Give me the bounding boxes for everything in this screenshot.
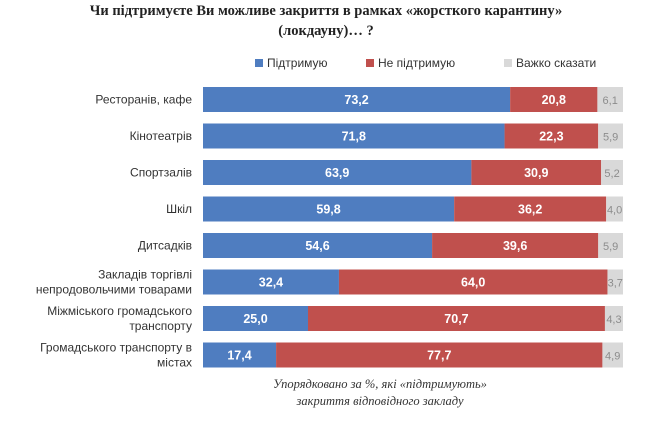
bar-oppose <box>432 233 599 258</box>
chart-footnote-line-2: закриття відповідного закладу <box>296 394 464 408</box>
bar-oppose <box>308 306 605 331</box>
bar-hard-to-say <box>601 160 623 185</box>
data-label-support: 25,0 <box>243 312 267 326</box>
data-label-hard-to-say: 4,3 <box>606 314 621 326</box>
data-label-hard-to-say: 4,9 <box>605 351 620 363</box>
bar-support <box>203 196 455 222</box>
chart-title-line-1: Чи підтримуєте Ви можливе закриття в рам… <box>89 3 563 19</box>
bar-support <box>203 87 511 112</box>
bar-hard-to-say <box>598 233 623 258</box>
data-label-oppose: 64,0 <box>461 276 485 290</box>
category-label: містах <box>157 356 192 370</box>
data-label-hard-to-say: 5,9 <box>603 241 618 253</box>
category-label: Громадського транспорту в <box>40 341 192 355</box>
category-label: Міжміського громадського <box>47 304 192 318</box>
legend-label-support: Підтримую <box>267 56 328 70</box>
data-label-oppose: 36,2 <box>518 203 542 217</box>
bar-support <box>203 160 472 185</box>
bar-oppose <box>504 123 599 149</box>
legend-item-oppose: Не підтримую <box>366 56 455 70</box>
data-label-oppose: 70,7 <box>444 312 468 326</box>
bar-support <box>203 306 308 331</box>
chart-legend: Підтримую Не підтримую Важко сказати <box>0 56 652 72</box>
data-label-support: 54,6 <box>305 239 329 253</box>
category-label: Ресторанів, кафе <box>95 93 192 107</box>
category-label: Дитсадків <box>138 239 192 253</box>
data-label-hard-to-say: 6,1 <box>603 95 618 107</box>
data-label-hard-to-say: 3,7 <box>608 278 623 290</box>
stacked-bar-chart: Ресторанів, кафе 73,2 20,8 6,1 Кінотеатрів 71… <box>36 87 623 370</box>
bar-hard-to-say <box>602 342 623 368</box>
data-label-support: 71,8 <box>342 130 366 144</box>
chart-title: Чи підтримуєте Ви можливе закриття в рам… <box>0 1 652 41</box>
category-label: Закладів торгівлі <box>98 268 192 282</box>
bar-oppose <box>471 160 602 185</box>
data-label-oppose: 22,3 <box>539 130 563 144</box>
legend-swatch-oppose <box>366 59 374 67</box>
category-label: Кінотеатрів <box>130 129 192 143</box>
legend-label-hard-to-say: Важко сказати <box>516 56 597 70</box>
bar-hard-to-say <box>607 269 623 295</box>
bar-support <box>203 342 277 368</box>
data-label-support: 32,4 <box>259 276 283 290</box>
bar-hard-to-say <box>597 87 623 112</box>
chart-footnote-line-1: Упорядковано за %, які «підтримують» <box>273 377 487 391</box>
data-label-support: 17,4 <box>227 349 251 363</box>
bar-support <box>203 123 505 149</box>
bar-oppose <box>276 342 603 368</box>
bar-hard-to-say <box>606 196 623 222</box>
legend-swatch-support <box>255 59 263 67</box>
chart-footnote: Упорядковано за %, які «підтримують» зак… <box>250 376 510 410</box>
data-label-support: 73,2 <box>344 93 368 107</box>
bar-support <box>203 233 433 258</box>
bar-support <box>203 269 339 295</box>
bar-hard-to-say <box>604 306 623 331</box>
data-label-support: 59,8 <box>316 203 340 217</box>
bar-oppose <box>510 87 598 112</box>
data-label-hard-to-say: 5,9 <box>603 132 618 144</box>
category-label: непродовольчими товарами <box>36 283 192 297</box>
legend-item-support: Підтримую <box>255 56 328 70</box>
bar-oppose <box>454 196 607 222</box>
data-label-oppose: 20,8 <box>542 93 566 107</box>
legend-item-hard-to-say: Важко сказати <box>504 56 596 70</box>
category-label: Шкіл <box>166 202 192 216</box>
legend-label-oppose: Не підтримую <box>378 56 456 70</box>
data-label-support: 63,9 <box>325 166 349 180</box>
bar-hard-to-say <box>598 123 623 149</box>
data-label-oppose: 77,7 <box>427 349 451 363</box>
data-label-oppose: 30,9 <box>524 166 548 180</box>
category-label: транспорту <box>129 319 192 333</box>
data-label-oppose: 39,6 <box>503 239 527 253</box>
category-label: Спортзалів <box>130 166 192 180</box>
legend-swatch-hard-to-say <box>504 59 512 67</box>
data-label-hard-to-say: 4,0 <box>607 205 622 217</box>
chart-title-line-2: (локдауну)… ? <box>278 23 374 39</box>
bar-oppose <box>338 269 608 295</box>
data-label-hard-to-say: 5,2 <box>604 168 619 180</box>
